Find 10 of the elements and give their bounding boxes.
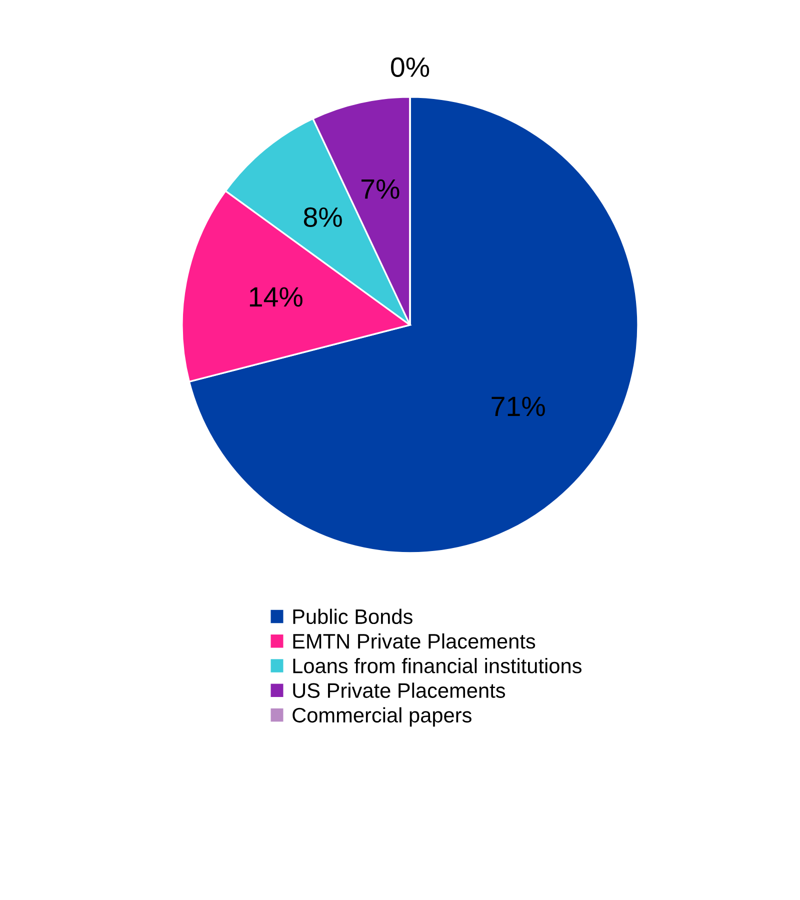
data-label: 8% [304, 207, 342, 227]
legend-label: EMTN Private Placements [293, 633, 536, 649]
legend-label: US Private Placements [293, 682, 506, 698]
text: 0% [391, 57, 430, 78]
data-label: 71% [492, 396, 545, 416]
data-label: 7% [362, 179, 400, 199]
legend-label: Loans from financial institutions [293, 658, 582, 674]
legend-label: Public Bonds [293, 608, 412, 624]
data-label: 14% [250, 287, 302, 307]
legend-label: Commercial papers [292, 707, 472, 727]
